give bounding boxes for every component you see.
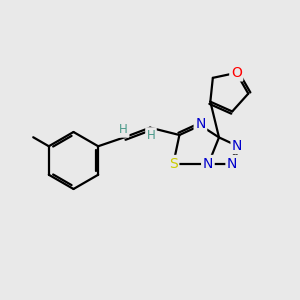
- Text: S: S: [169, 157, 178, 170]
- Text: N: N: [203, 157, 213, 170]
- Text: N: N: [227, 157, 237, 170]
- Text: H: H: [147, 129, 155, 142]
- Text: N: N: [232, 139, 242, 152]
- Text: H: H: [119, 123, 128, 136]
- Text: N: N: [195, 118, 206, 131]
- Text: O: O: [231, 66, 242, 80]
